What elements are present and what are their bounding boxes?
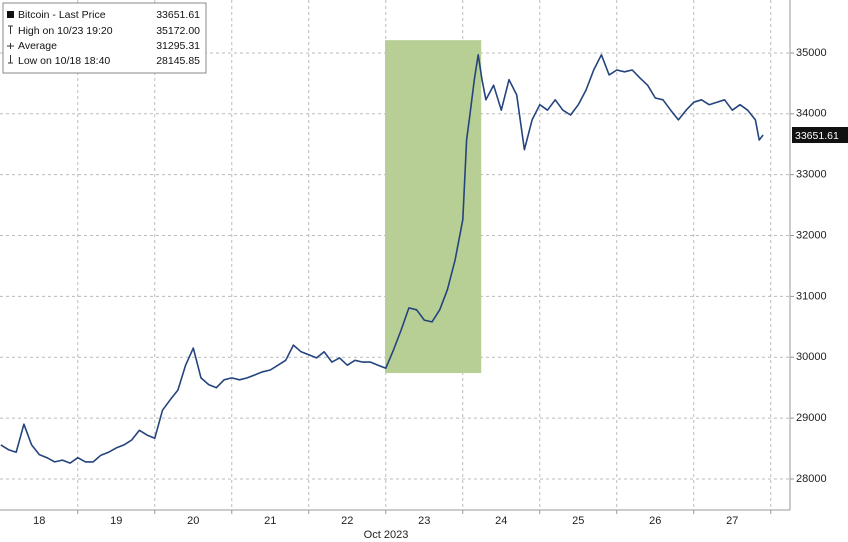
legend-label: Low on 10/18 18:40: [18, 55, 110, 67]
x-tick-label: 23: [418, 515, 430, 527]
x-tick-label: 21: [264, 515, 276, 527]
legend-value: 28145.85: [156, 55, 200, 67]
legend-value: 33651.61: [156, 9, 200, 21]
x-tick-label: 26: [649, 515, 661, 527]
y-tick-label: 30000: [796, 351, 827, 363]
x-axis-label: Oct 2023: [364, 529, 409, 541]
y-tick-label: 31000: [796, 290, 827, 302]
x-tick-label: 20: [187, 515, 199, 527]
axes: 28000 29000 30000 31000 32000 33000 34000 35000…: [33, 47, 848, 527]
x-tick-label: 25: [572, 515, 584, 527]
legend-value: 35172.00: [156, 25, 200, 37]
y-tick-label: 28000: [796, 473, 827, 485]
last-price-label: 33651.61: [795, 130, 839, 142]
x-tick-label: 18: [33, 515, 45, 527]
legend-icon: [7, 43, 14, 49]
x-tick-label: 19: [110, 515, 122, 527]
x-tick-label: 22: [341, 515, 353, 527]
y-tick-label: 33000: [796, 169, 827, 181]
legend-label: High on 10/23 19:20: [18, 25, 113, 37]
y-tick-label: 35000: [796, 47, 827, 59]
legend-icon: [8, 25, 13, 34]
legend-box: [2, 2, 207, 74]
plot: [0, 40, 764, 464]
legend-label: Average: [18, 40, 57, 52]
legend-swatch: [7, 11, 14, 18]
legend: Bitcoin - Last Price 33651.61 High on 10…: [2, 2, 207, 74]
highlight-region: [384, 40, 482, 374]
x-tick-label: 27: [726, 515, 738, 527]
legend-value: 31295.31: [156, 40, 200, 52]
legend-icon: [8, 55, 13, 64]
y-tick-label: 32000: [796, 229, 827, 241]
y-tick-label: 34000: [796, 108, 827, 120]
legend-label: Bitcoin - Last Price: [18, 9, 106, 21]
last-price-tag: [792, 127, 848, 144]
x-tick-label: 24: [495, 515, 507, 527]
y-tick-label: 29000: [796, 412, 827, 424]
price-line: [0, 54, 764, 464]
